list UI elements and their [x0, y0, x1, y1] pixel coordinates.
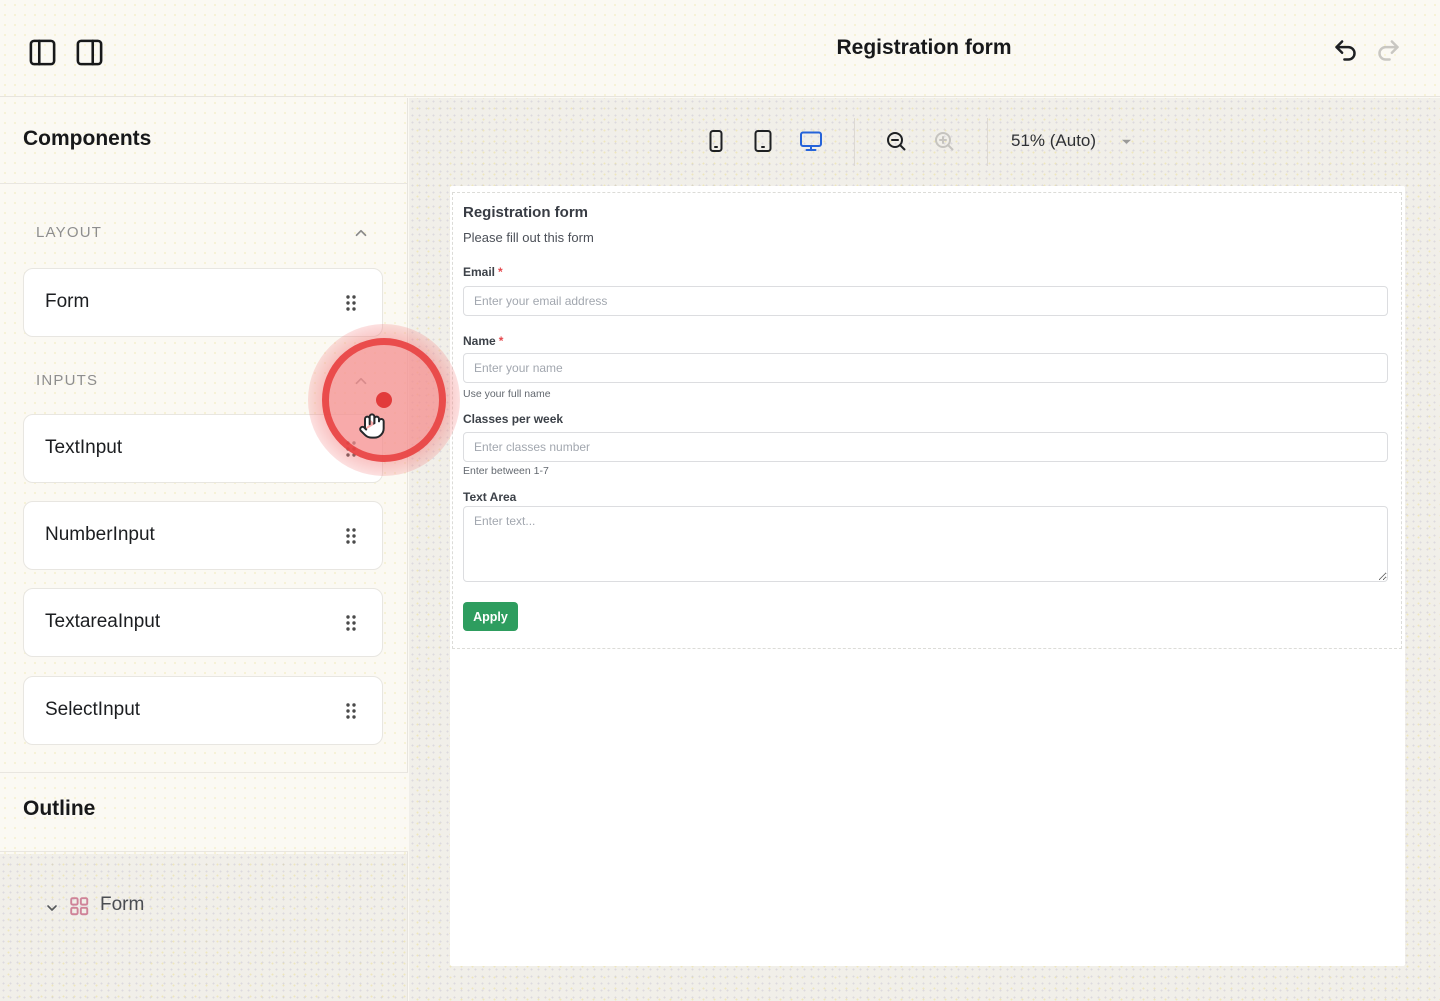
required-asterisk: * [498, 334, 504, 348]
chevron-up-icon[interactable] [352, 372, 370, 390]
apply-button[interactable]: Apply [463, 602, 518, 631]
undo-icon [1332, 37, 1359, 64]
section-header-layout[interactable]: LAYOUT [0, 220, 408, 248]
components-sidebar: Components LAYOUT Form INPUTS TextInput [0, 98, 408, 1001]
chevron-down-icon [1118, 133, 1135, 150]
component-card-textinput[interactable]: TextInput [23, 414, 383, 483]
textarea-field-label: Text Area [463, 490, 517, 504]
smartphone-icon [704, 129, 728, 153]
outline-panel-title: Outline [23, 797, 96, 820]
redo-icon [1375, 37, 1402, 64]
panel-left-icon [27, 37, 58, 68]
name-field-helper: Use your full name [463, 388, 551, 400]
component-card-label: SelectInput [45, 699, 141, 720]
email-field-label: Email * [463, 265, 503, 279]
form-preview-artboard: Registration form Please fill out this f… [450, 186, 1405, 966]
field-label-text: Name [463, 334, 496, 348]
components-panel-title: Components [23, 127, 152, 150]
tablet-icon [751, 129, 775, 153]
email-field[interactable] [463, 286, 1388, 316]
name-field[interactable] [463, 353, 1388, 383]
zoom-level-dropdown[interactable]: 51% (Auto) [1011, 128, 1135, 154]
toolbar-divider [987, 118, 988, 166]
outline-tree-item-label: Form [100, 894, 145, 915]
name-field-label: Name * [463, 334, 503, 348]
device-desktop-button[interactable] [799, 129, 823, 153]
classes-field-label: Classes per week [463, 412, 564, 426]
form-subtitle: Please fill out this form [463, 230, 594, 245]
section-header-inputs[interactable]: INPUTS [0, 368, 408, 396]
toggle-right-panel-button[interactable] [74, 37, 105, 68]
required-asterisk: * [498, 265, 503, 279]
top-bar: Registration form [0, 0, 1440, 97]
zoom-out-icon [884, 129, 908, 153]
classes-field-helper: Enter between 1-7 [463, 465, 549, 477]
device-mobile-button[interactable] [704, 129, 728, 153]
zoom-in-icon [932, 129, 956, 153]
chevron-down-icon[interactable] [44, 900, 60, 916]
drag-handle-icon[interactable] [344, 701, 358, 721]
component-card-label: NumberInput [45, 524, 155, 545]
field-label-text: Email [463, 265, 496, 279]
zoom-out-button[interactable] [884, 129, 908, 153]
panel-right-icon [74, 37, 105, 68]
classes-per-week-field[interactable] [463, 432, 1388, 462]
toolbar-divider [854, 118, 855, 166]
component-card-numberinput[interactable]: NumberInput [23, 501, 383, 570]
zoom-level-value: 51% (Auto) [1011, 131, 1097, 150]
drag-handle-icon[interactable] [344, 439, 358, 459]
component-card-textareainput[interactable]: TextareaInput [23, 588, 383, 657]
component-card-label: TextareaInput [45, 611, 161, 632]
form-title: Registration form [463, 204, 589, 221]
component-card-label: Form [45, 291, 90, 312]
divider [0, 183, 407, 184]
section-label: INPUTS [36, 372, 99, 389]
form-grid-icon [68, 895, 90, 917]
component-card-form[interactable]: Form [23, 268, 383, 337]
component-card-label: TextInput [45, 437, 123, 458]
redo-button[interactable] [1375, 37, 1402, 64]
zoom-in-button[interactable] [932, 129, 956, 153]
toggle-left-panel-button[interactable] [27, 37, 58, 68]
editor-canvas: 51% (Auto) Registration form Please fill… [409, 98, 1440, 1001]
outline-panel-header: Outline [0, 772, 408, 852]
drag-handle-icon[interactable] [344, 526, 358, 546]
outline-tree: Form [0, 854, 407, 1001]
section-label: LAYOUT [36, 224, 103, 241]
device-tablet-button[interactable] [751, 129, 775, 153]
chevron-up-icon[interactable] [352, 224, 370, 242]
drag-handle-icon[interactable] [344, 293, 358, 313]
monitor-icon [799, 129, 823, 153]
component-card-selectinput[interactable]: SelectInput [23, 676, 383, 745]
undo-button[interactable] [1332, 37, 1359, 64]
text-area-field[interactable] [463, 506, 1388, 582]
drag-handle-icon[interactable] [344, 613, 358, 633]
page-title: Registration form [836, 36, 1012, 59]
outline-tree-item-form[interactable]: Form [0, 892, 407, 924]
